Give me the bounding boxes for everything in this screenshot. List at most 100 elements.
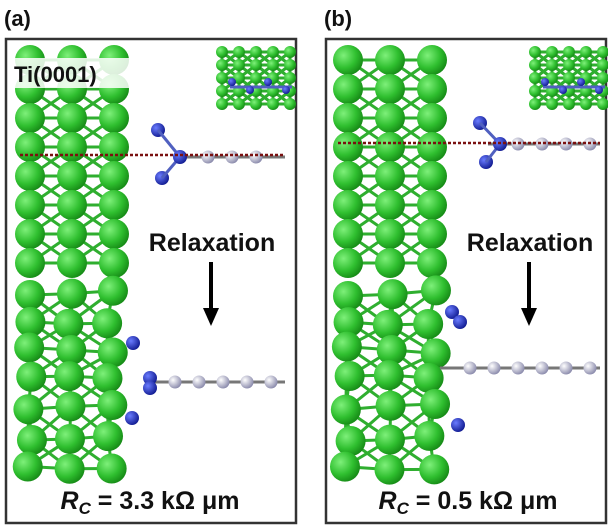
- resistance: RC = 3.3 kΩ μm: [61, 487, 240, 518]
- atom: [374, 455, 404, 485]
- process-label: Relaxation: [149, 229, 275, 257]
- atom: [375, 219, 405, 249]
- atom: [15, 248, 45, 278]
- atom: [414, 363, 444, 393]
- atom: [595, 86, 603, 94]
- atom: [536, 138, 549, 151]
- atom: [16, 362, 46, 392]
- atom: [529, 72, 541, 84]
- atom: [580, 46, 592, 58]
- atom: [92, 363, 122, 393]
- symbol: R: [379, 487, 397, 515]
- atom: [57, 103, 87, 133]
- atom: [375, 74, 405, 104]
- atom: [560, 362, 573, 375]
- atom: [15, 103, 45, 133]
- atom: [584, 362, 597, 375]
- atom: [375, 425, 405, 455]
- panel-label: (b): [324, 6, 352, 31]
- atom: [193, 376, 206, 389]
- atom: [375, 103, 405, 133]
- atom: [282, 86, 290, 94]
- atom: [563, 46, 575, 58]
- atom: [57, 132, 87, 162]
- atom: [529, 85, 541, 97]
- atom: [375, 190, 405, 220]
- atom: [216, 72, 228, 84]
- atom: [284, 72, 296, 84]
- atom: [228, 78, 236, 86]
- atom: [284, 59, 296, 71]
- atom: [546, 59, 558, 71]
- atom: [541, 78, 549, 86]
- atom: [216, 59, 228, 71]
- atom: [202, 151, 215, 164]
- atom: [529, 59, 541, 71]
- atom: [417, 161, 447, 191]
- atom: [267, 46, 279, 58]
- panel-frame: [326, 39, 606, 523]
- atom: [57, 248, 87, 278]
- atom: [98, 338, 128, 368]
- panel-frame: [6, 39, 296, 523]
- atom: [546, 46, 558, 58]
- atom: [419, 454, 449, 484]
- subscript: C: [397, 499, 410, 518]
- atom: [264, 78, 272, 86]
- symbol: R: [61, 487, 79, 515]
- value: = 0.5 kΩ μm: [409, 487, 558, 515]
- atom: [99, 103, 129, 133]
- atom: [99, 190, 129, 220]
- process-label: Relaxation: [467, 229, 593, 257]
- atom: [14, 332, 44, 362]
- atom: [333, 103, 363, 133]
- atom: [529, 98, 541, 110]
- surface-label: Ti(0001): [14, 62, 97, 87]
- atom: [99, 132, 129, 162]
- atom: [250, 72, 262, 84]
- atom: [559, 86, 567, 94]
- atom: [99, 161, 129, 191]
- atom: [529, 46, 541, 58]
- resistance: RC = 0.5 kΩ μm: [379, 487, 558, 518]
- atom: [57, 279, 87, 309]
- atoms: [13, 45, 608, 485]
- subscript: C: [79, 499, 92, 518]
- atom: [97, 390, 127, 420]
- atom: [216, 85, 228, 97]
- atom: [250, 59, 262, 71]
- atom: [246, 86, 254, 94]
- atom: [57, 190, 87, 220]
- atom: [15, 219, 45, 249]
- atom: [15, 132, 45, 162]
- atom: [233, 98, 245, 110]
- atom: [216, 46, 228, 58]
- atom: [331, 395, 361, 425]
- atom: [143, 381, 157, 395]
- atom: [284, 98, 296, 110]
- atom: [173, 150, 187, 164]
- atom: [233, 59, 245, 71]
- atom: [250, 46, 262, 58]
- atom: [374, 360, 404, 390]
- atom: [373, 310, 403, 340]
- atom: [97, 454, 127, 484]
- atom: [125, 411, 139, 425]
- panel-label: (a): [4, 6, 31, 31]
- atom: [169, 376, 182, 389]
- atom: [577, 78, 585, 86]
- atom: [15, 307, 45, 337]
- atom: [335, 361, 365, 391]
- atom: [453, 315, 467, 329]
- atom: [375, 132, 405, 162]
- atom: [13, 394, 43, 424]
- atom: [332, 332, 362, 362]
- atom: [580, 98, 592, 110]
- atom: [421, 275, 451, 305]
- atom: [417, 74, 447, 104]
- atom: [99, 248, 129, 278]
- atom: [55, 454, 85, 484]
- atom: [375, 248, 405, 278]
- atom: [333, 281, 363, 311]
- atom: [265, 376, 278, 389]
